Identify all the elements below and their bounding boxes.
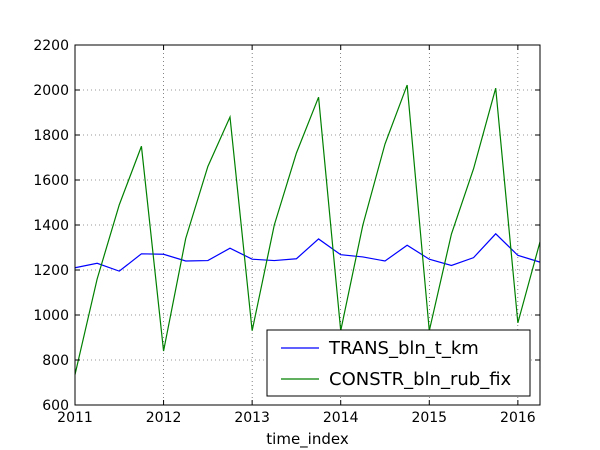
legend-label-trans: TRANS_bln_t_km bbox=[328, 338, 479, 359]
axis-ticks: 2011 2012 2013 2014 2015 2016 600 800 1000 1200 14… bbox=[33, 38, 540, 426]
y-tick-label: 1400 bbox=[33, 218, 69, 234]
x-tick-label: 2014 bbox=[323, 410, 359, 426]
y-tick-label: 2200 bbox=[33, 38, 69, 54]
legend-box bbox=[266, 329, 531, 397]
y-tick-label: 1000 bbox=[33, 308, 69, 324]
x-tick-label: 2011 bbox=[57, 410, 93, 426]
x-tick-label: 2013 bbox=[234, 410, 270, 426]
legend: TRANS_bln_t_km CONSTR_bln_rub_fix bbox=[266, 329, 531, 397]
grid bbox=[75, 45, 540, 405]
x-tick-label: 2012 bbox=[146, 410, 182, 426]
legend-label-constr: CONSTR_bln_rub_fix bbox=[329, 369, 512, 390]
y-tick-label: 1200 bbox=[33, 263, 69, 279]
y-tick-label: 800 bbox=[42, 353, 69, 369]
series-lines bbox=[74, 84, 541, 375]
series-line-constr bbox=[74, 84, 541, 375]
y-tick-label: 600 bbox=[42, 398, 69, 414]
y-tick-label: 2000 bbox=[33, 83, 69, 99]
y-tick-label: 1600 bbox=[33, 173, 69, 189]
x-tick-label: 2016 bbox=[500, 410, 536, 426]
y-tick-label: 1800 bbox=[33, 128, 69, 144]
x-tick-label: 2015 bbox=[411, 410, 447, 426]
x-axis-label: time_index bbox=[266, 430, 349, 449]
